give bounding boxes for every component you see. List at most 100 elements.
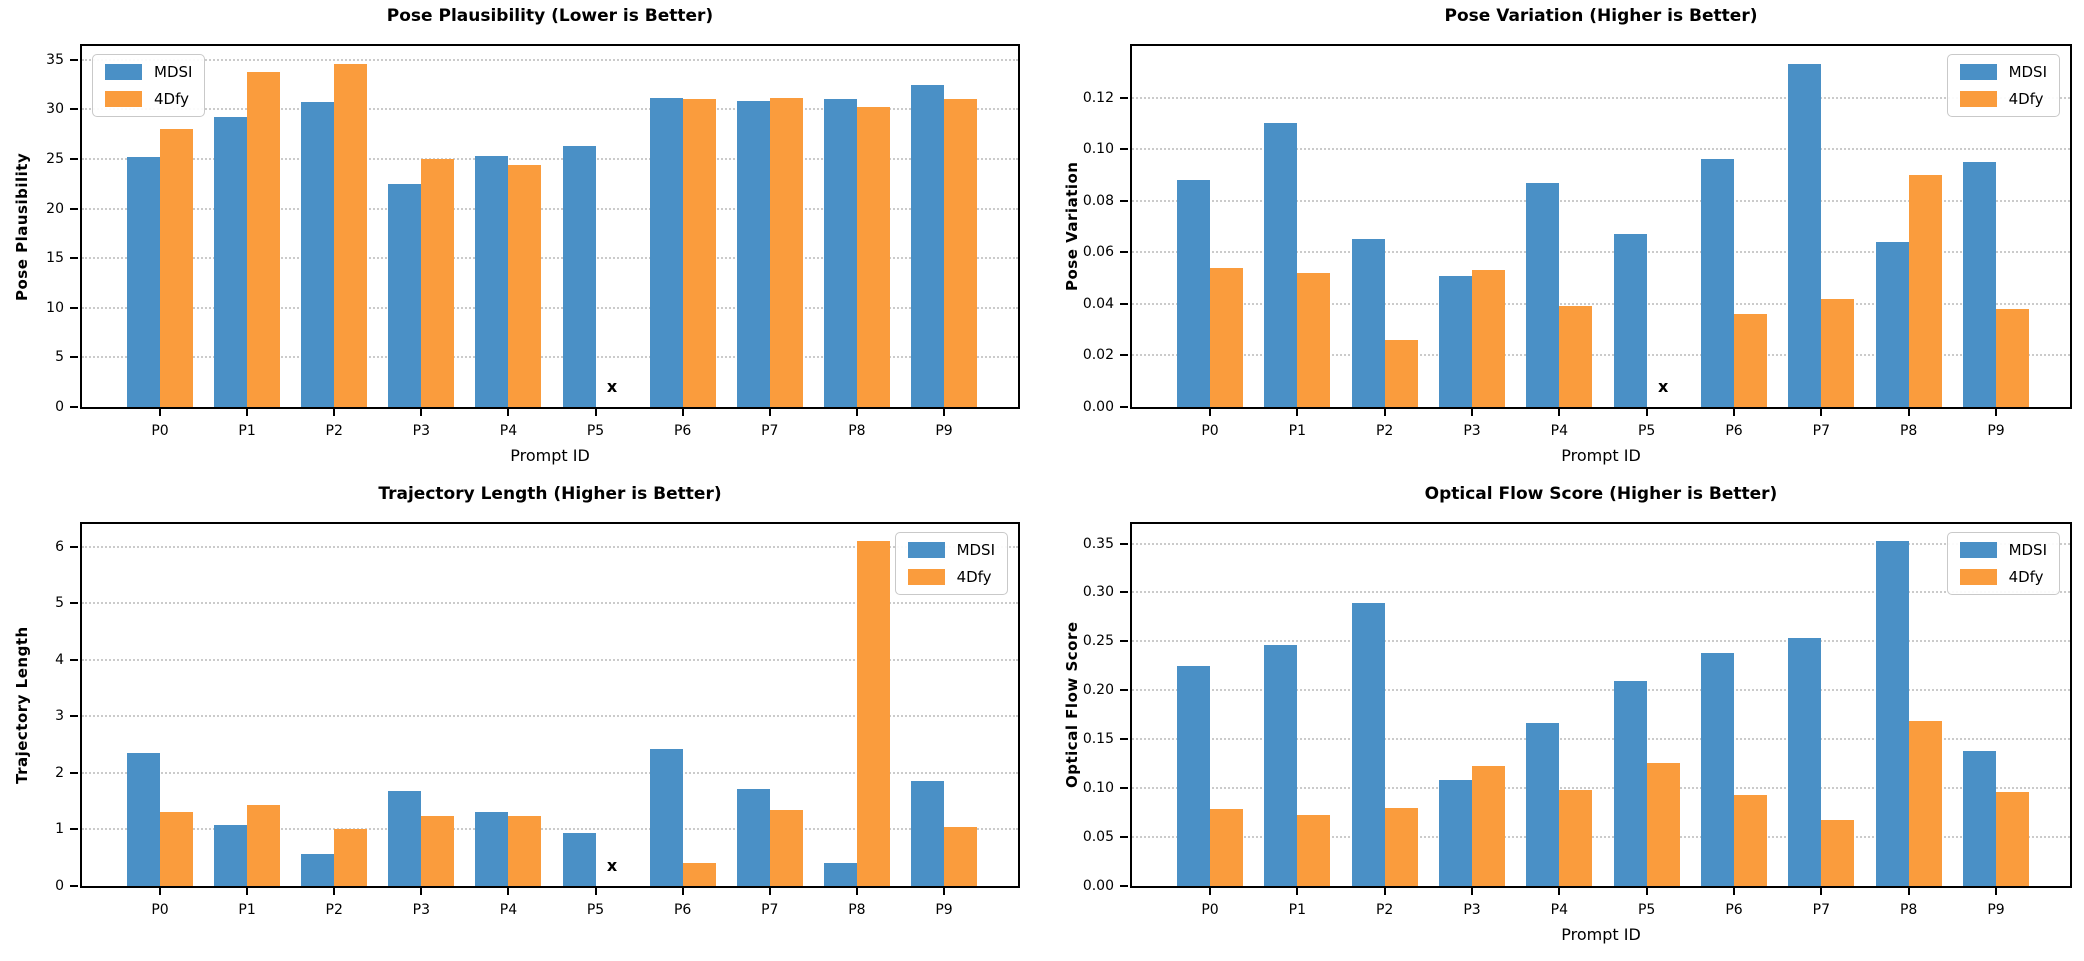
y-tick-label: 0.10 bbox=[1082, 780, 1114, 797]
y-tick-label: 0.15 bbox=[1082, 731, 1114, 748]
bar-mdsi-p5 bbox=[1613, 234, 1647, 407]
y-tick bbox=[1120, 251, 1128, 254]
x-tick bbox=[681, 409, 684, 416]
y-tick-label: 0.05 bbox=[1082, 829, 1114, 846]
grid-line bbox=[1132, 199, 2070, 202]
y-tick-label: 15 bbox=[46, 250, 64, 267]
grid-line bbox=[1132, 787, 2070, 790]
bar-4dfy-p3 bbox=[1472, 765, 1505, 886]
legend-item-mdsi: MDSI bbox=[105, 63, 192, 81]
y-tick-label: 0.30 bbox=[1082, 584, 1114, 601]
y-tick bbox=[1120, 302, 1128, 305]
x-tick-label: P6 bbox=[1725, 423, 1743, 439]
x-tick-label: P9 bbox=[935, 423, 953, 439]
x-tick bbox=[1645, 888, 1648, 895]
y-tick-label: 5 bbox=[55, 349, 64, 366]
y-tick-label: 0 bbox=[55, 878, 64, 894]
x-tick-label: P8 bbox=[1899, 423, 1918, 439]
bar-4dfy-p1 bbox=[247, 805, 281, 886]
x-tick-label: P0 bbox=[151, 902, 169, 918]
x-tick bbox=[768, 409, 771, 416]
x-tick-label: P3 bbox=[1463, 902, 1481, 918]
plot-area: MDSI 4Dfy bbox=[1130, 522, 2072, 888]
y-tick-label: 2 bbox=[55, 764, 64, 781]
y-tick bbox=[70, 207, 78, 210]
x-axis-label: Prompt ID bbox=[510, 446, 590, 465]
bar-mdsi-p2 bbox=[301, 854, 335, 886]
y-tick bbox=[1120, 406, 1128, 408]
y-tick bbox=[70, 658, 78, 661]
bar-4dfy-p7 bbox=[769, 810, 803, 886]
x-tick-label: P4 bbox=[499, 423, 518, 439]
legend: MDSI 4Dfy bbox=[92, 54, 206, 117]
legend: MDSI 4Dfy bbox=[1946, 54, 2060, 117]
bar-4dfy-p6 bbox=[682, 863, 716, 886]
y-tick-label: 0.20 bbox=[1082, 682, 1114, 699]
bar-mdsi-p2 bbox=[1351, 239, 1385, 407]
x-tick bbox=[333, 888, 336, 895]
y-tick bbox=[1120, 738, 1128, 741]
x-tick bbox=[1209, 409, 1211, 416]
x-tick-label: P2 bbox=[1375, 902, 1394, 918]
y-tick-label: 10 bbox=[46, 299, 64, 316]
bar-4dfy-p8 bbox=[1908, 720, 1942, 886]
missing-data-marker: x bbox=[606, 376, 618, 396]
x-tick-label: P0 bbox=[151, 423, 169, 439]
grid-line bbox=[82, 356, 1018, 359]
y-tick bbox=[70, 158, 78, 161]
y-tick-label: 25 bbox=[46, 151, 64, 168]
y-tick bbox=[70, 885, 78, 887]
bar-4dfy-p7 bbox=[1821, 820, 1855, 886]
x-tick bbox=[1733, 888, 1735, 895]
bar-mdsi-p8 bbox=[1875, 540, 1909, 886]
y-tick bbox=[1120, 354, 1128, 357]
x-tick-label: P2 bbox=[325, 902, 343, 918]
bar-4dfy-p4 bbox=[1559, 306, 1593, 407]
bar-mdsi-p0 bbox=[1177, 180, 1210, 407]
bar-mdsi-p0 bbox=[127, 752, 160, 886]
legend-label-4dfy: 4Dfy bbox=[2008, 90, 2044, 108]
x-tick-label: P3 bbox=[1463, 423, 1481, 439]
bar-4dfy-p9 bbox=[944, 827, 977, 886]
x-tick bbox=[1383, 409, 1386, 416]
x-tick-label: P9 bbox=[1987, 902, 2005, 918]
legend-item-mdsi: MDSI bbox=[1959, 63, 2047, 81]
legend-item-4dfy: 4Dfy bbox=[105, 90, 192, 108]
bar-mdsi-p5 bbox=[1613, 680, 1647, 886]
x-tick bbox=[1558, 888, 1561, 895]
x-tick bbox=[1907, 409, 1910, 416]
y-axis-label: Optical Flow Score bbox=[1063, 621, 1081, 789]
bar-4dfy-p8 bbox=[856, 540, 890, 886]
bar-mdsi-p3 bbox=[1439, 275, 1472, 407]
x-tick bbox=[159, 409, 161, 416]
x-tick-label: P0 bbox=[1201, 902, 1219, 918]
bar-mdsi-p6 bbox=[649, 97, 683, 407]
x-tick bbox=[943, 409, 945, 416]
bar-mdsi-p8 bbox=[1875, 241, 1909, 407]
legend-swatch-4dfy bbox=[907, 569, 945, 585]
bar-4dfy-p8 bbox=[856, 106, 890, 407]
grid-line bbox=[1132, 689, 2070, 692]
grid-line bbox=[82, 715, 1018, 718]
legend-item-4dfy: 4Dfy bbox=[1959, 568, 2047, 586]
bar-mdsi-p3 bbox=[388, 183, 422, 407]
bar-mdsi-p7 bbox=[736, 789, 770, 886]
x-tick-label: P3 bbox=[412, 423, 430, 439]
legend-item-4dfy: 4Dfy bbox=[907, 568, 995, 586]
legend-label-4dfy: 4Dfy bbox=[956, 568, 992, 586]
bar-4dfy-p2 bbox=[1384, 339, 1418, 407]
grid-line bbox=[1132, 836, 2070, 839]
x-tick bbox=[333, 409, 336, 416]
bar-mdsi-p5 bbox=[562, 146, 596, 407]
grid-line bbox=[82, 602, 1018, 605]
x-tick-label: P7 bbox=[761, 423, 779, 439]
y-axis-label: Pose Plausibility bbox=[13, 152, 31, 301]
x-tick-label: P6 bbox=[673, 902, 692, 918]
x-tick-label: P5 bbox=[1637, 902, 1656, 918]
grid-line bbox=[82, 545, 1018, 548]
bar-mdsi-p1 bbox=[1264, 645, 1298, 886]
legend: MDSI 4Dfy bbox=[894, 532, 1008, 595]
bar-4dfy-p9 bbox=[944, 98, 977, 407]
chart-title: Optical Flow Score (Higher is Better) bbox=[1424, 484, 1778, 504]
